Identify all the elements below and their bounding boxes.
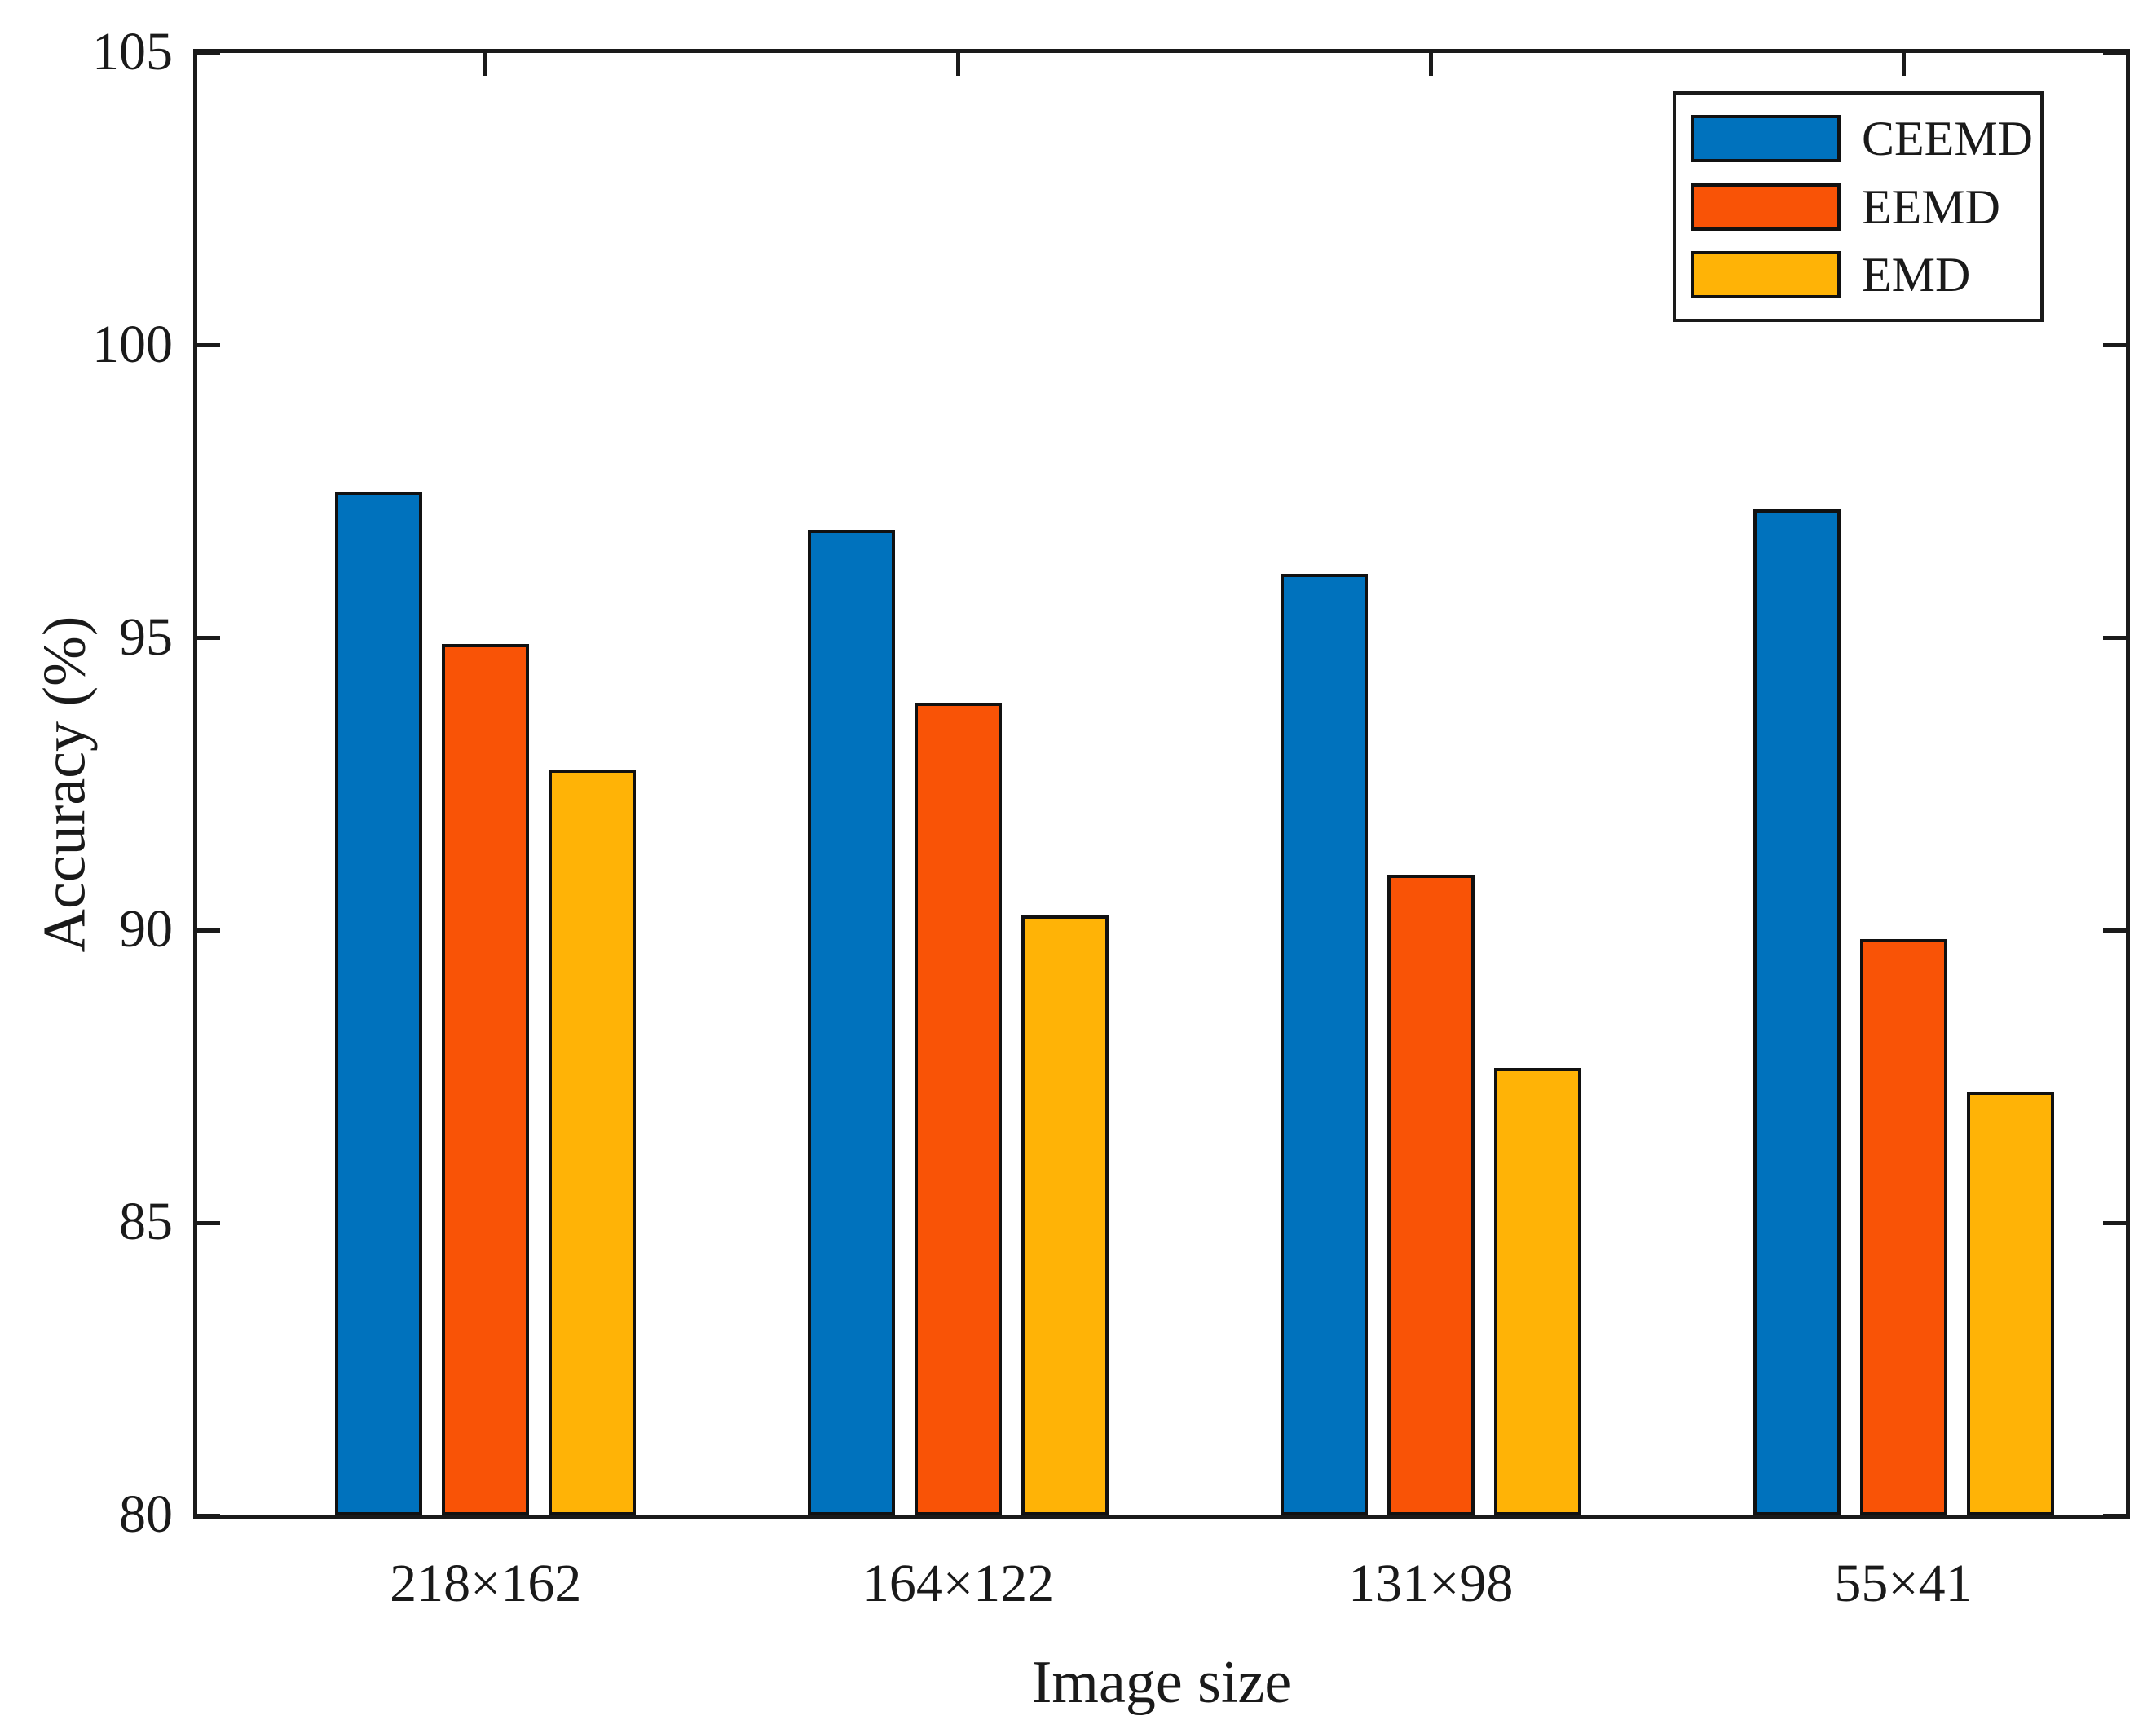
y-tick-left-95	[197, 636, 220, 641]
y-tick-right-95	[2103, 636, 2126, 641]
y-tick-left-90	[197, 928, 220, 933]
legend-label-CEEMD: CEEMD	[1862, 111, 2033, 165]
legend-label-EMD: EMD	[1862, 248, 1971, 302]
y-tick-left-85	[197, 1220, 220, 1225]
x-tick-top-1	[956, 53, 961, 76]
bar-EEMD-164x122	[915, 702, 1003, 1515]
bar-EMD-131x98	[1493, 1068, 1581, 1515]
legend-row-CEEMD: CEEMD	[1691, 114, 2040, 163]
y-tick-label-80: 80	[119, 1484, 173, 1544]
bar-EMD-55x41	[1966, 1091, 2054, 1515]
y-tick-right-90	[2103, 928, 2126, 933]
x-tick-top-0	[483, 53, 488, 76]
y-tick-right-80	[2103, 1513, 2126, 1518]
bar-EEMD-55x41	[1859, 939, 1947, 1515]
legend-row-EEMD: EEMD	[1691, 183, 2040, 232]
legend-swatch-EMD	[1691, 251, 1841, 299]
bar-CEEMD-55x41	[1753, 509, 1841, 1515]
legend: CEEMD EEMD EMD	[1673, 91, 2044, 322]
bar-EEMD-131x98	[1387, 875, 1475, 1515]
x-tick-top-3	[1901, 53, 1906, 76]
y-tick-right-100	[2103, 343, 2126, 348]
legend-row-EMD: EMD	[1691, 250, 2040, 299]
x-tick-label-2: 131×98	[1348, 1554, 1514, 1613]
x-axis-title: Image size	[1031, 1649, 1292, 1716]
y-tick-right-105	[2103, 51, 2126, 55]
legend-swatch-EEMD	[1691, 183, 1841, 231]
x-tick-top-2	[1428, 53, 1433, 76]
bar-EEMD-218x162	[442, 643, 530, 1515]
y-tick-right-85	[2103, 1220, 2126, 1225]
y-tick-label-95: 95	[119, 606, 173, 667]
y-tick-left-100	[197, 343, 220, 348]
bar-CEEMD-218x162	[335, 492, 423, 1515]
x-tick-label-0: 218×162	[390, 1554, 582, 1613]
legend-swatch-CEEMD	[1691, 114, 1841, 162]
y-tick-left-80	[197, 1513, 220, 1518]
y-tick-left-105	[197, 51, 220, 55]
x-tick-label-1: 164×122	[862, 1554, 1055, 1613]
y-tick-label-100: 100	[92, 314, 173, 374]
y-tick-label-105: 105	[92, 22, 173, 82]
bar-EMD-164x122	[1021, 915, 1109, 1515]
x-tick-label-3: 55×41	[1834, 1554, 1973, 1613]
y-tick-label-90: 90	[119, 899, 173, 959]
bar-EMD-218x162	[549, 770, 637, 1515]
y-tick-label-85: 85	[119, 1192, 173, 1252]
bar-CEEMD-164x122	[808, 529, 896, 1515]
bar-CEEMD-131x98	[1280, 573, 1368, 1515]
legend-label-EEMD: EEMD	[1862, 179, 2000, 234]
